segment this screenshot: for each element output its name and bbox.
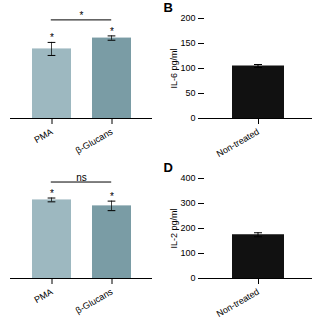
svg-text:Non-treated: Non-treated	[215, 287, 261, 319]
svg-text:0: 0	[190, 113, 195, 123]
svg-text:ns: ns	[76, 172, 87, 183]
svg-text:*: *	[50, 32, 54, 43]
svg-text:β-Glucans: β-Glucans	[74, 126, 115, 156]
svg-text:200: 200	[180, 13, 195, 23]
svg-text:50: 50	[185, 88, 195, 98]
svg-text:Non-treated: Non-treated	[215, 127, 261, 159]
svg-text:β-Glucans: β-Glucans	[74, 286, 115, 316]
svg-text:D: D	[164, 160, 173, 175]
svg-text:IL-6 pg/ml: IL-6 pg/ml	[169, 48, 179, 88]
svg-text:0: 0	[190, 273, 195, 283]
svg-text:150: 150	[180, 38, 195, 48]
svg-text:IL-2 pg/ml: IL-2 pg/ml	[169, 208, 179, 248]
svg-text:*: *	[80, 10, 84, 21]
svg-text:*: *	[50, 188, 54, 199]
svg-text:PMA: PMA	[33, 287, 55, 305]
svg-text:100: 100	[180, 248, 195, 258]
svg-text:400: 400	[180, 173, 195, 183]
svg-text:*: *	[110, 26, 114, 37]
svg-text:B: B	[164, 0, 173, 15]
svg-text:PMA: PMA	[33, 127, 55, 145]
svg-text:200: 200	[180, 223, 195, 233]
svg-text:100: 100	[180, 63, 195, 73]
svg-text:*: *	[110, 191, 114, 202]
svg-text:300: 300	[180, 198, 195, 208]
